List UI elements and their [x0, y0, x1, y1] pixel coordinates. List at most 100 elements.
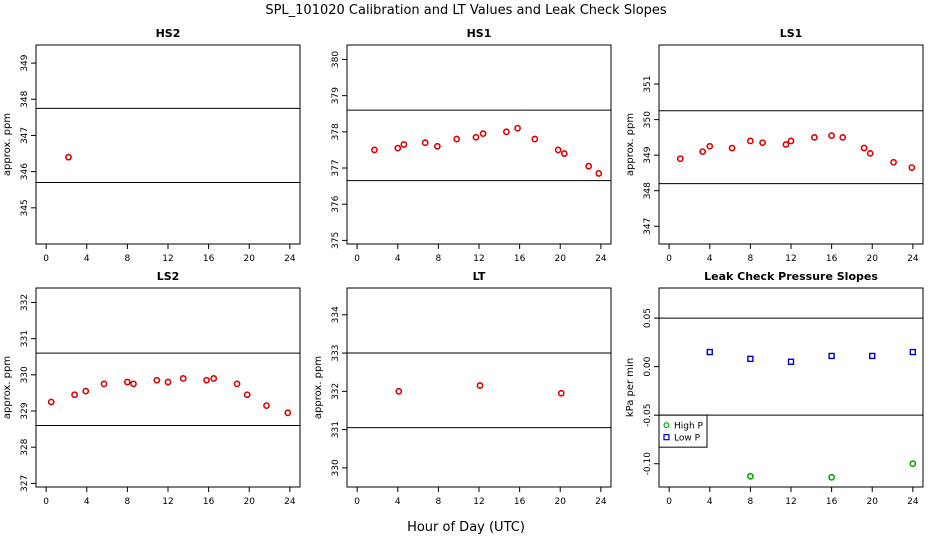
data-point — [123, 378, 131, 386]
data-point — [395, 387, 403, 395]
data-point — [782, 141, 790, 148]
data-point — [453, 135, 461, 143]
legend-symbol — [663, 422, 670, 429]
y-tick-label: 346 — [20, 163, 30, 180]
y-tick-label: 380 — [331, 51, 341, 68]
x-tick-label: 12 — [162, 254, 173, 264]
y-tick-label: 331 — [331, 421, 341, 438]
y-tick-label: 332 — [331, 383, 341, 400]
data-point — [433, 142, 441, 150]
legend-label: High P — [674, 422, 704, 432]
data-point — [890, 158, 897, 166]
x-tick-label: 16 — [514, 497, 526, 507]
legend-label: Low P — [674, 434, 701, 444]
y-axis-label: approx. ppm — [625, 113, 636, 176]
data-point — [908, 164, 916, 171]
y-tick-label: 350 — [643, 111, 653, 128]
data-point — [839, 133, 847, 141]
x-tick-label: 12 — [162, 497, 173, 507]
x-tick-label: 4 — [707, 497, 713, 507]
y-tick-label: 377 — [331, 159, 341, 176]
figure-xlabel: Hour of Day (UTC) — [407, 520, 525, 535]
data-point — [909, 348, 917, 356]
x-tick-label: 20 — [555, 254, 567, 264]
panel-title: HS1 — [467, 27, 492, 40]
x-tick-label: 0 — [666, 497, 672, 507]
x-tick-label: 20 — [244, 254, 256, 264]
data-point — [130, 380, 137, 388]
data-point — [153, 376, 161, 384]
data-point — [243, 391, 251, 399]
y-tick-label: 349 — [20, 54, 30, 71]
panel-hs2: HS2 approx. ppm 0 4 8 12 16 20 24 345 346 347 348 349 — [2, 27, 301, 264]
data-point — [503, 128, 510, 136]
panel-ls1: LS1 approx. ppm 0 4 8 12 16 20 24 347 348 349 350 351 — [625, 27, 924, 264]
y-tick-label: 330 — [331, 459, 341, 476]
data-point — [828, 132, 836, 140]
panel-title: LS1 — [780, 27, 803, 40]
x-tick-label: 8 — [436, 254, 442, 264]
data-point — [787, 137, 795, 145]
y-tick-label: 345 — [20, 199, 30, 216]
data-point — [284, 409, 292, 417]
x-tick-label: 8 — [748, 254, 754, 264]
x-tick-label: 4 — [395, 497, 401, 507]
panel-ls2: LS2 approx. ppm 0 4 8 12 16 20 24 327 328 329 330 331… — [2, 270, 301, 507]
x-tick-label: 20 — [555, 497, 567, 507]
data-point — [233, 380, 241, 388]
panel-title: LS2 — [157, 270, 180, 283]
data-point — [47, 398, 55, 406]
y-tick-label: 329 — [20, 402, 30, 419]
data-point — [828, 352, 835, 360]
data-point — [203, 376, 210, 384]
x-tick-label: 16 — [203, 497, 215, 507]
data-point — [860, 144, 868, 152]
x-tick-label: 8 — [125, 254, 131, 264]
y-tick-label: 331 — [20, 330, 30, 347]
y-tick-label: 347 — [20, 127, 30, 144]
y-axis-label: approx. ppm — [313, 356, 324, 419]
data-point — [560, 150, 568, 157]
figure-title: SPL_101020 Calibration and LT Values and… — [265, 3, 667, 18]
data-point — [554, 146, 562, 154]
y-tick-label: 333 — [331, 344, 341, 361]
data-point — [706, 348, 713, 356]
data-point — [394, 144, 402, 152]
data-point — [100, 380, 108, 388]
x-tick-label: 16 — [203, 254, 215, 264]
data-point — [759, 139, 766, 147]
x-tick-label: 24 — [595, 254, 607, 264]
data-point — [82, 387, 90, 395]
data-point — [514, 124, 521, 132]
x-tick-label: 20 — [244, 497, 256, 507]
plot-frame — [346, 44, 612, 245]
data-point — [479, 130, 487, 138]
y-tick-label: 332 — [20, 294, 30, 311]
x-tick-label: 4 — [707, 254, 713, 264]
x-tick-label: 4 — [84, 497, 90, 507]
data-point — [421, 139, 429, 147]
plot-frame — [658, 44, 924, 245]
data-point — [787, 358, 795, 365]
y-tick-label: 0.05 — [643, 308, 653, 328]
y-tick-label: 348 — [643, 182, 653, 199]
x-tick-label: 4 — [395, 254, 401, 264]
data-point — [531, 135, 539, 143]
y-tick-label: 351 — [643, 75, 653, 92]
x-tick-label: 24 — [907, 254, 919, 264]
data-point — [595, 170, 603, 177]
x-tick-label: 12 — [785, 254, 796, 264]
data-point — [810, 133, 818, 141]
data-point — [747, 355, 754, 363]
x-tick-label: 8 — [436, 497, 442, 507]
y-tick-label: 334 — [331, 306, 341, 323]
data-point — [869, 352, 876, 360]
x-tick-label: 12 — [473, 497, 484, 507]
x-tick-label: 24 — [907, 497, 919, 507]
y-tick-label: 349 — [643, 146, 653, 163]
x-tick-label: 16 — [514, 254, 526, 264]
plot-frame — [35, 44, 301, 245]
y-tick-label: 327 — [20, 475, 30, 492]
y-axis-label: approx. ppm — [2, 356, 13, 419]
